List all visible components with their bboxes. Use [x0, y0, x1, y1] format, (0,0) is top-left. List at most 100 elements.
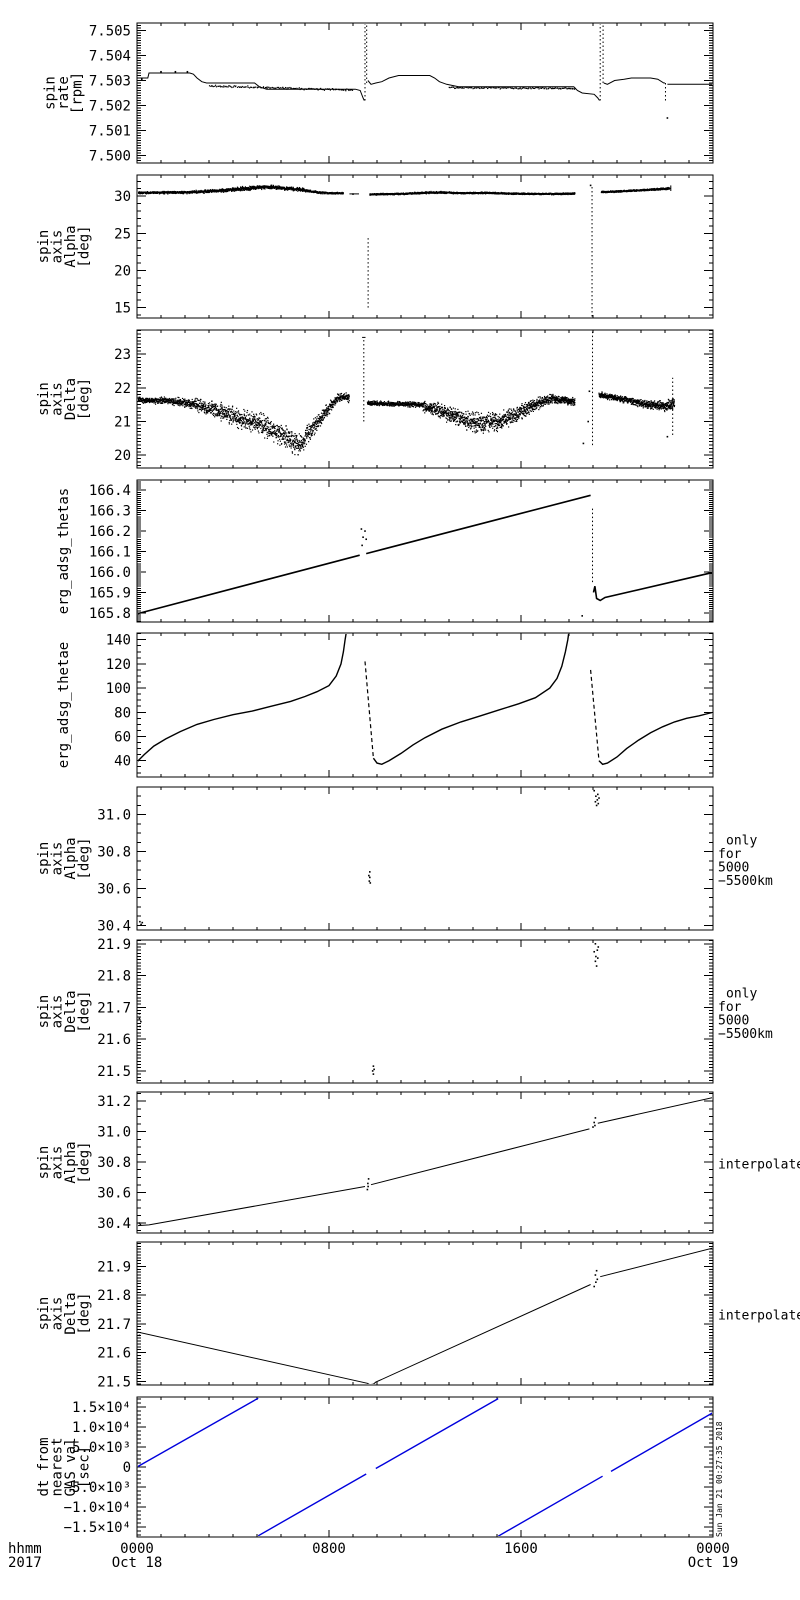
y-tick-labels: 21.5 21.6 21.7 21.8 21.9	[97, 1259, 131, 1390]
y-tick-label: 15	[114, 301, 131, 317]
y-axis-title-line: spin	[36, 382, 52, 416]
data-point	[587, 420, 589, 423]
axes-ticks	[136, 1242, 714, 1385]
data-point	[595, 955, 597, 958]
data-point	[140, 1020, 142, 1023]
y-tick-label: 1.5×10⁴	[72, 1400, 131, 1416]
y-axis-title-line: axis	[49, 842, 65, 876]
line-series	[138, 1398, 259, 1468]
y-axis-title-line: [deg]	[76, 837, 92, 879]
y-tick-labels: 40 60 80 100 120 140	[106, 633, 131, 770]
x-tick-label: Oct 19	[688, 1555, 739, 1571]
y-tick-label: 7.501	[89, 124, 131, 140]
y-tick-label: 7.505	[89, 24, 131, 40]
series-group	[138, 24, 712, 119]
y-tick-label: 20	[114, 263, 131, 279]
annotation-line: 5000	[718, 860, 749, 875]
x-tick-label: 0000	[120, 1541, 154, 1557]
series-group	[138, 494, 712, 617]
line-series	[590, 669, 600, 761]
series-group	[138, 1398, 712, 1536]
y-tick-label: 20	[114, 448, 131, 464]
y-tick-labels: 30.4 30.6 30.8 31.0 31.2	[97, 1094, 131, 1232]
data-point	[595, 1269, 598, 1272]
data-point	[592, 1126, 594, 1128]
data-point	[588, 390, 591, 393]
panel-erg-adsg-thetas: 165.8 165.9 166.0 166.1 166.2 166.3 166.4 erg_a…	[56, 479, 714, 623]
line-series	[138, 72, 365, 101]
y-tick-label: 30.8	[97, 845, 131, 861]
y-axis-title: erg_adsg_thetas	[56, 488, 72, 614]
series-group	[138, 943, 600, 1075]
y-axis-title-line: axis	[49, 230, 65, 264]
y-axis-title-line: Delta	[63, 990, 79, 1032]
data-point	[597, 802, 600, 805]
data-point	[593, 950, 595, 953]
data-point	[597, 793, 599, 796]
data-point	[369, 876, 371, 879]
axes-ticks	[136, 330, 714, 468]
x-tick-label: 0000	[696, 1541, 730, 1557]
data-point	[589, 184, 592, 187]
annotation-line: 5000	[718, 1013, 749, 1028]
data-point	[367, 1178, 370, 1180]
data-point	[598, 797, 600, 799]
series-group	[138, 1247, 712, 1384]
y-tick-label: 30	[114, 189, 131, 205]
line-series	[592, 571, 712, 602]
data-point	[139, 920, 141, 923]
y-tick-labels: 15 20 25 30	[114, 189, 131, 316]
line-series	[365, 494, 591, 555]
y-tick-label: 21.6	[97, 1032, 131, 1048]
line-series	[138, 1186, 366, 1227]
y-tick-label: −1.0×10⁴	[64, 1500, 131, 1516]
data-point	[139, 1025, 141, 1028]
line-series	[610, 1412, 712, 1473]
line-series	[597, 1097, 712, 1124]
line-series	[370, 1128, 590, 1186]
data-point	[594, 960, 597, 963]
y-axis-title-line: spin	[36, 842, 52, 876]
y-axis-title-line: nearest	[49, 1437, 65, 1496]
data-point	[596, 1278, 599, 1281]
data-point	[139, 1223, 142, 1226]
y-axis-title-line: Delta	[63, 1292, 79, 1334]
annotation-line: −5500km	[718, 874, 773, 889]
y-axis-title: erg_adsg_thetae	[56, 642, 72, 768]
y-tick-label: 21.5	[97, 1374, 131, 1390]
y-tick-label: 31.0	[97, 808, 131, 824]
timestamp: Sun Jan 21 00:27:35 2018	[715, 1421, 724, 1537]
y-tick-labels: 30.4 30.6 30.8 31.0	[97, 808, 131, 935]
data-point	[362, 536, 364, 539]
y-tick-label: 21.9	[97, 1259, 131, 1275]
axes-ticks	[136, 786, 714, 930]
axes-ticks	[136, 633, 714, 777]
y-tick-label: 30.8	[97, 1155, 131, 1171]
y-tick-label: 5.0×10³	[72, 1440, 131, 1456]
data-point	[581, 615, 583, 617]
data-point	[371, 1070, 374, 1072]
y-tick-label: 1.0×10⁴	[72, 1420, 131, 1436]
right-annotation: interpolated	[718, 1158, 800, 1173]
y-axis-title-line: GAS val	[63, 1437, 79, 1496]
data-point	[367, 1182, 369, 1185]
y-tick-labels: 1.5×10⁴ 1.0×10⁴ 5.0×10³ 0 −5.0×10³ −1.0×10⁴ −1…	[64, 1400, 131, 1536]
line-series	[603, 77, 665, 85]
y-axis-title-line: dt from	[36, 1437, 52, 1496]
data-point	[593, 1121, 595, 1124]
line-series	[598, 711, 712, 766]
data-point	[373, 1068, 375, 1071]
data-point	[369, 871, 371, 873]
data-point	[368, 874, 370, 877]
scatter-band	[369, 190, 576, 196]
